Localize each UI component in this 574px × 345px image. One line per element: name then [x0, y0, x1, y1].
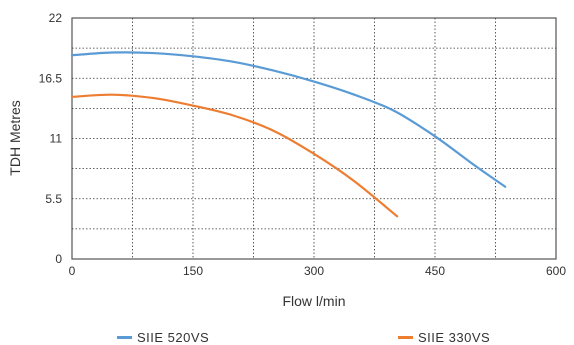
series-line-siie-330vs — [70, 93, 399, 218]
legend-label-siie-520vs: SIIE 520VS — [137, 329, 210, 345]
legend-item-siie-520vs: SIIE 520VS — [117, 329, 210, 345]
legend-swatch-siie-520vs — [117, 335, 132, 339]
y-tick-label: 5.5 — [45, 192, 62, 206]
y-tick-label: 0 — [55, 252, 62, 266]
x-tick-label: 300 — [304, 264, 324, 278]
x-axis-title: Flow l/min — [282, 293, 345, 309]
legend-swatch-siie-330vs — [398, 335, 413, 339]
y-tick-label: 16.5 — [39, 71, 63, 85]
y-axis-title: TDH Metres — [7, 100, 23, 175]
y-tick-label: 22 — [49, 11, 63, 25]
legend-item-siie-330vs: SIIE 330VS — [398, 329, 491, 345]
x-tick-labels: 0 150 300 450 600 — [69, 264, 567, 278]
grid-lines — [72, 18, 556, 259]
series-lines — [70, 51, 507, 218]
x-tick-label: 450 — [425, 264, 445, 278]
y-tick-label: 11 — [50, 132, 63, 146]
legend-label-siie-330vs: SIIE 330VS — [418, 329, 491, 345]
x-tick-label: 600 — [546, 264, 566, 278]
x-tick-label: 0 — [69, 264, 76, 278]
x-tick-label: 150 — [183, 264, 203, 278]
series-line-siie-520vs — [70, 51, 507, 188]
y-tick-labels: 0 5.5 11 16.5 22 — [39, 11, 63, 266]
